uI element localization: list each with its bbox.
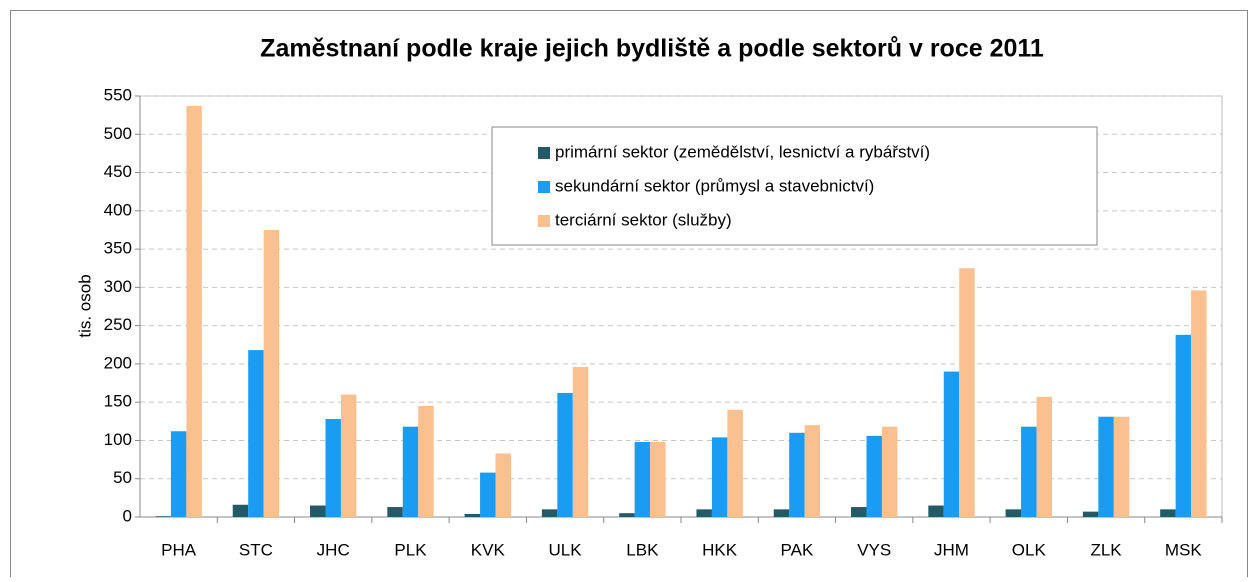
bar [881,426,898,517]
bar [557,392,573,517]
bar [340,394,357,517]
y-tick-label: 100 [104,430,132,449]
x-tick-label: LBK [626,540,659,559]
bar [541,509,558,517]
bar [464,513,481,517]
bar [310,505,326,517]
x-tick-label: PAK [781,540,814,559]
bar [1160,509,1176,517]
y-tick-label: 300 [104,277,132,296]
legend-label: terciární sektor (služby) [555,210,732,229]
y-axis-label: tis. osob [75,274,94,337]
bar [1098,416,1114,517]
bar [325,419,341,517]
bar [789,432,805,517]
y-tick-label: 150 [104,392,132,411]
bar [1082,511,1099,517]
legend-box [491,126,1098,246]
bar [1191,290,1207,517]
bar [572,366,589,517]
bar [634,441,651,517]
bar [186,105,202,517]
bar [170,431,187,517]
y-tick-label: 550 [104,85,132,104]
x-tick-label: ZLK [1090,540,1122,559]
bar [928,505,944,517]
y-tick-label: 200 [104,353,132,372]
bar [696,509,712,517]
bar [943,371,960,517]
legend-swatch [538,215,550,227]
bar [711,437,728,517]
legend-label: primární sektor (zemědělství, lesnictví … [555,142,930,161]
bar [619,513,635,517]
bar [1175,334,1192,517]
bar [851,507,867,517]
x-tick-label: HKK [702,540,738,559]
bar [155,516,171,517]
x-tick-label: JHM [934,540,969,559]
bar [1021,426,1037,517]
y-tick-label: 0 [123,506,132,525]
x-tick-label: MSK [1165,540,1203,559]
bar [773,509,790,517]
bar [402,426,419,517]
bar [418,406,434,517]
bar [959,268,975,517]
x-tick-label: KVK [471,540,506,559]
x-tick-label: PHA [161,540,197,559]
bar [727,409,743,517]
bar [1005,509,1022,517]
legend-label: sekundární sektor (průmysl a stavebnictv… [555,176,874,195]
x-tick-label: ULK [549,540,583,559]
bar [1036,396,1052,517]
legend-swatch [538,147,550,159]
bar [387,507,403,517]
bar [866,435,882,517]
bar [263,229,280,518]
legend-swatch [538,181,550,193]
y-tick-label: 500 [104,124,132,143]
y-tick-label: 400 [104,200,132,219]
y-tick-label: 250 [104,315,132,334]
x-tick-label: JHC [317,540,350,559]
bar [1113,416,1130,517]
x-tick-label: VYS [857,540,891,559]
y-tick-label: 450 [104,162,132,181]
bar [650,441,666,517]
x-tick-label: STC [239,540,273,559]
bar [248,350,264,517]
bar [232,504,249,517]
y-tick-label: 350 [104,239,132,258]
bar [495,453,511,517]
x-tick-label: OLK [1012,540,1047,559]
x-tick-label: PLK [394,540,427,559]
bar [804,425,821,517]
bar [480,472,496,517]
chart-title: Zaměstnaní podle kraje jejich bydliště a… [260,35,1044,63]
y-tick-label: 50 [113,468,132,487]
